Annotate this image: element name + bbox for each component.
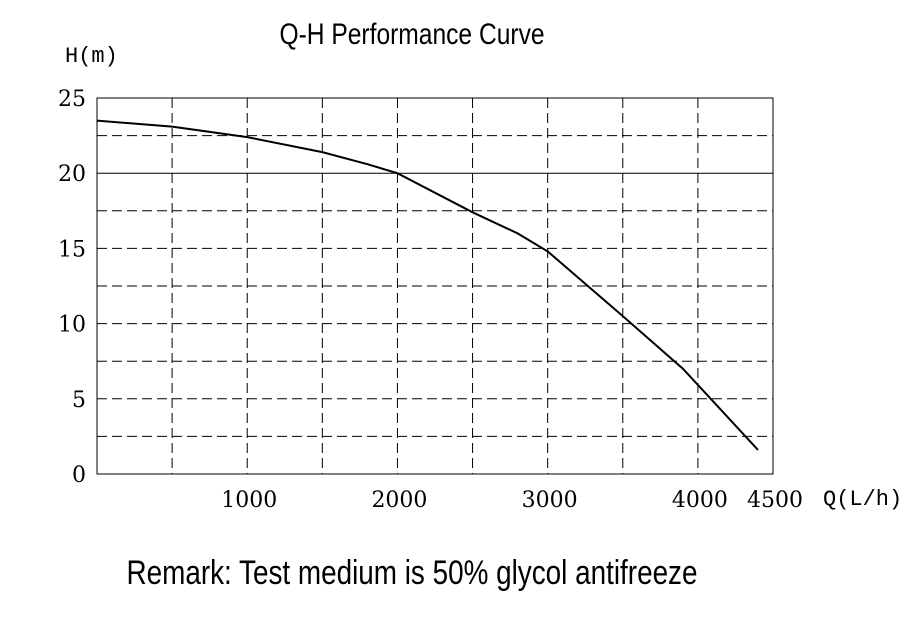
remark-text: Remark: Test medium is 50% glycol antifr… — [126, 553, 697, 591]
y-tick-label: 5 — [72, 388, 86, 413]
y-tick-label: 10 — [58, 313, 86, 338]
x-tick-label: 4500 — [747, 488, 803, 513]
x-tick-label: 2000 — [371, 488, 427, 513]
y-axis-label: H(m) — [65, 44, 118, 69]
y-tick-label: 0 — [72, 463, 86, 488]
chart-title: Q-H Performance Curve — [279, 17, 544, 51]
tick-label-layer: 0 5 10 15 20 25 1000 2000 3000 4000 4500 — [58, 87, 803, 513]
x-tick-label: 1000 — [221, 488, 277, 513]
x-axis-label: Q(L/h) — [823, 487, 902, 512]
x-tick-label: 3000 — [522, 488, 578, 513]
x-tick-label: 4000 — [672, 488, 728, 513]
y-tick-label: 20 — [58, 162, 86, 187]
plot-frame — [96, 97, 774, 475]
y-tick-label: 25 — [58, 87, 86, 112]
qh-curve-line — [96, 119, 759, 451]
y-tick-label: 15 — [58, 237, 86, 262]
grid-layer — [97, 98, 773, 474]
